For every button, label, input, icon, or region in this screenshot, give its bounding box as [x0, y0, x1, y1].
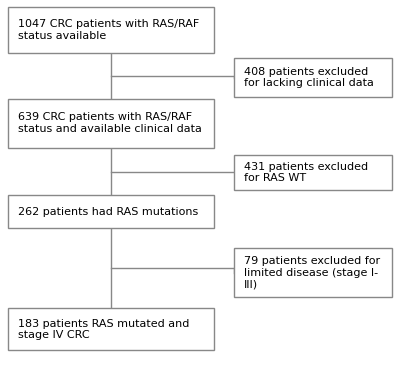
Text: 183 patients RAS mutated and
stage IV CRC: 183 patients RAS mutated and stage IV CR…: [18, 319, 189, 340]
Text: 408 patients excluded
for lacking clinical data: 408 patients excluded for lacking clinic…: [244, 67, 374, 88]
Text: 431 patients excluded
for RAS WT: 431 patients excluded for RAS WT: [244, 162, 368, 183]
FancyBboxPatch shape: [8, 308, 214, 350]
FancyBboxPatch shape: [8, 7, 214, 53]
FancyBboxPatch shape: [8, 195, 214, 228]
Text: 639 CRC patients with RAS/RAF
status and available clinical data: 639 CRC patients with RAS/RAF status and…: [18, 112, 202, 134]
FancyBboxPatch shape: [234, 155, 392, 190]
FancyBboxPatch shape: [8, 99, 214, 148]
Text: 1047 CRC patients with RAS/RAF
status available: 1047 CRC patients with RAS/RAF status av…: [18, 19, 199, 41]
Text: 79 patients excluded for
limited disease (stage I-
III): 79 patients excluded for limited disease…: [244, 256, 380, 289]
FancyBboxPatch shape: [234, 248, 392, 297]
FancyBboxPatch shape: [234, 58, 392, 97]
Text: 262 patients had RAS mutations: 262 patients had RAS mutations: [18, 207, 198, 217]
